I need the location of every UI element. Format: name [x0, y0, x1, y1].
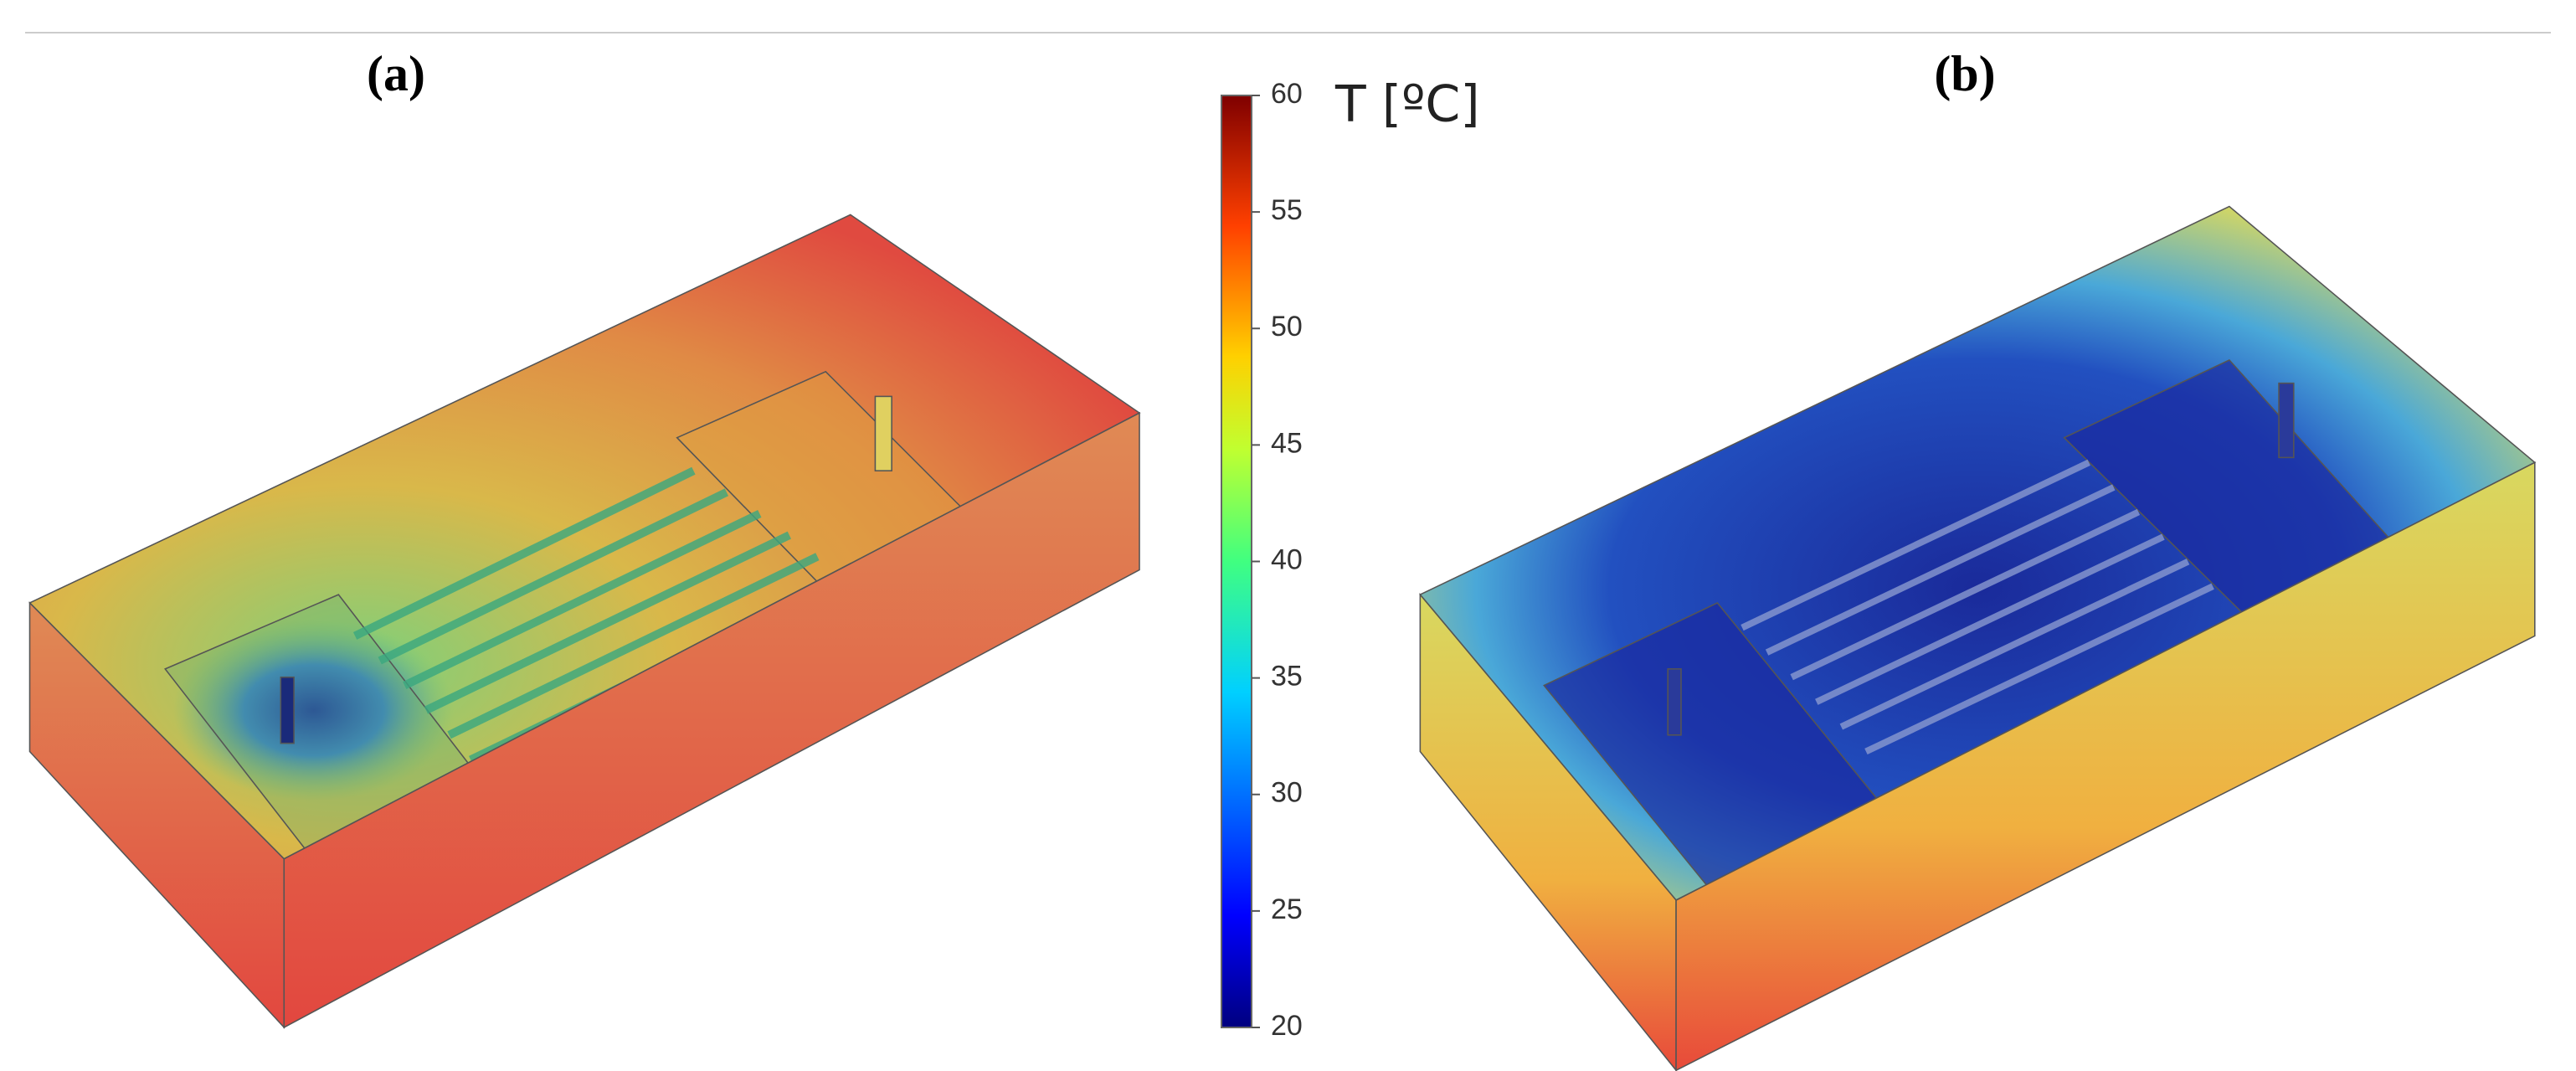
panel-a-image [28, 214, 1141, 1029]
panel-label: (b) [1934, 46, 1995, 101]
colorbar-tick-label: 45 [1271, 427, 1303, 459]
colorbar-tick-label: 20 [1271, 1010, 1303, 1042]
colorbar-label: T [ºC] [1334, 75, 1480, 134]
colorbar-tick-label: 40 [1271, 543, 1303, 575]
colorbar-tick-label: 25 [1271, 893, 1303, 925]
colorbar-tick-label: 35 [1271, 661, 1303, 693]
colorbar [1221, 95, 1252, 1028]
colorbar-tick-label: 30 [1271, 777, 1303, 809]
panel-label: (a) [367, 46, 425, 101]
colorbar-tick-label: 60 [1271, 78, 1303, 110]
panel-b-image [1419, 205, 2537, 1071]
colorbar-tick-label: 50 [1271, 311, 1303, 342]
colorbar-tick-label: 55 [1271, 194, 1303, 226]
